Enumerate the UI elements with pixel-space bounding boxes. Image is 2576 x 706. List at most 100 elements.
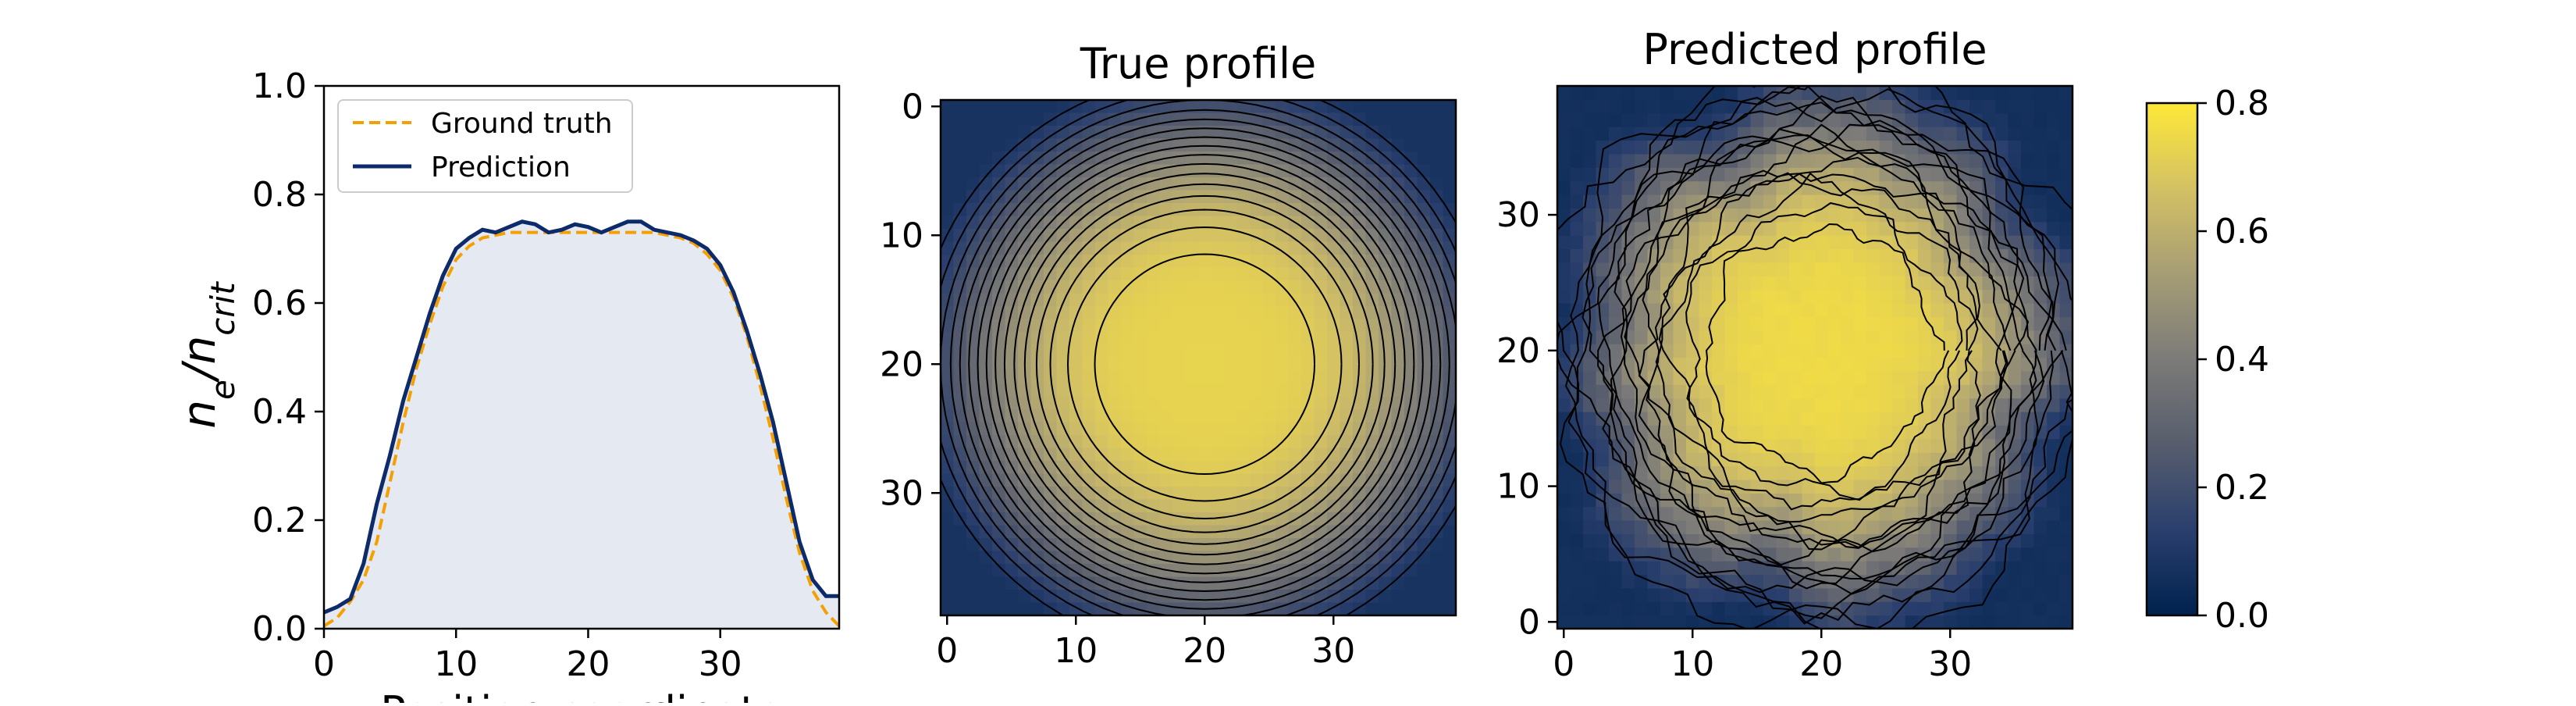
heatmap-cell: [1621, 615, 1635, 629]
heatmap-cell: [2021, 533, 2035, 548]
heatmap-cell: [1635, 99, 1649, 114]
heatmap-cell: [1018, 602, 1032, 615]
heatmap-cell: [1147, 332, 1161, 346]
heatmap-cell: [1211, 267, 1225, 281]
heatmap-cell: [1647, 276, 1661, 291]
heatmap-cell: [1133, 396, 1147, 410]
heatmap-cell: [1673, 574, 1687, 589]
heatmap-cell: [1686, 615, 1700, 629]
heatmap-cell: [1892, 615, 1906, 629]
line-chart-frame: [322, 84, 841, 630]
heatmap-cell: [966, 112, 980, 127]
heatmap-cell: [1108, 396, 1122, 410]
heatmap-cell: [1211, 319, 1225, 333]
heatmap-cell: [1236, 396, 1251, 410]
heatmap-cell: [1982, 167, 1996, 182]
heatmap-cell: [1699, 452, 1713, 467]
heatmap-cell: [1224, 487, 1238, 501]
colorbar-tick-label: 0.2: [2215, 468, 2269, 508]
heatmap-cell: [1044, 551, 1058, 565]
heatmap-cell: [1930, 425, 1944, 440]
heatmap-cell: [1866, 465, 1880, 480]
heatmap-cell: [1635, 276, 1649, 291]
heatmap-cell: [1224, 344, 1238, 358]
heatmap-cell: [1005, 551, 1019, 565]
colorbar-tick-label: 0.6: [2215, 212, 2269, 251]
heatmap-cell: [1211, 255, 1225, 269]
heatmap-cell: [1224, 370, 1238, 384]
heatmap-cell: [1159, 370, 1173, 384]
heatmap-cell: [1712, 276, 1726, 291]
heatmap-cell: [1596, 615, 1610, 629]
heatmap-cell: [953, 525, 967, 539]
heatmap-cell: [1276, 487, 1290, 501]
heatmap-cell: [1583, 153, 1597, 168]
heatmap-cell: [1159, 499, 1173, 513]
heatmap-cell: [1030, 551, 1044, 565]
heatmap-cell: [1404, 332, 1418, 346]
heatmap-cell: [1686, 140, 1700, 155]
heatmap-cell: [1776, 587, 1790, 602]
heatmap-cell: [1712, 520, 1726, 534]
heatmap-cell: [1635, 533, 1649, 548]
heatmap-cell: [1198, 499, 1212, 513]
heatmap-cell: [1596, 452, 1610, 467]
heatmap-cell: [1609, 127, 1623, 141]
heatmap-cell: [1147, 383, 1161, 398]
y-tick-label: 10: [1496, 467, 1540, 507]
heatmap-cell: [1815, 615, 1829, 629]
heatmap-cell: [1660, 398, 1674, 412]
heatmap-cell: [1557, 194, 1571, 209]
heatmap-cell: [2047, 601, 2061, 616]
heatmap-cell: [1443, 525, 1456, 539]
heatmap-cell: [1982, 357, 1996, 372]
heatmap-cell: [1673, 276, 1687, 291]
heatmap-cell: [1815, 344, 1829, 358]
heatmap-cell: [992, 164, 1006, 178]
heatmap-cell: [1147, 473, 1161, 487]
heatmap-cell: [1095, 370, 1109, 384]
heatmap-cell: [1841, 384, 1855, 399]
heatmap-cell: [1930, 99, 1944, 114]
heatmap-cell: [1250, 255, 1264, 269]
heatmap-cell: [1776, 303, 1790, 317]
heatmap-cell: [1327, 487, 1341, 501]
heatmap-cell: [1353, 551, 1367, 565]
heatmap-cell: [1944, 153, 1958, 168]
heatmap-cell: [1930, 493, 1944, 508]
heatmap-cell: [966, 152, 980, 166]
heatmap-cell: [1583, 587, 1597, 602]
heatmap-cell: [1789, 86, 1803, 100]
contour-line: [985, 144, 1424, 583]
heatmap-cell: [1288, 344, 1302, 358]
contour-line: [1035, 194, 1374, 533]
heatmap-cell: [1686, 99, 1700, 114]
heatmap-cell: [992, 590, 1006, 604]
heatmap-cell: [1892, 547, 1906, 562]
heatmap-cell: [1391, 512, 1405, 526]
heatmap-cell: [1956, 153, 1970, 168]
heatmap-cell: [1776, 330, 1790, 344]
heatmap-cell: [941, 590, 955, 604]
heatmap-cell: [2008, 465, 2022, 480]
heatmap-cell: [1069, 152, 1083, 166]
heatmap-cell: [1557, 601, 1571, 616]
heatmap-cell: [1724, 330, 1738, 344]
heatmap-cell: [1776, 479, 1790, 494]
heatmap-cell: [1802, 357, 1816, 372]
heatmap-cell: [953, 551, 967, 565]
heatmap-cell: [1827, 370, 1841, 385]
heatmap-cell: [1159, 319, 1173, 333]
heatmap-cell: [2047, 561, 2061, 576]
heatmap-cell: [1430, 538, 1444, 552]
heatmap-cell: [1647, 384, 1661, 399]
heatmap-cell: [1417, 100, 1431, 114]
heatmap-cell: [1815, 357, 1829, 372]
heatmap-cell: [1699, 547, 1713, 562]
heatmap-cell: [1776, 221, 1790, 236]
heatmap-cell: [1712, 180, 1726, 195]
heatmap-cell: [1108, 512, 1122, 526]
heatmap-cell: [1802, 153, 1816, 168]
heatmap-cell: [1417, 383, 1431, 398]
heatmap-cell: [1583, 357, 1597, 372]
